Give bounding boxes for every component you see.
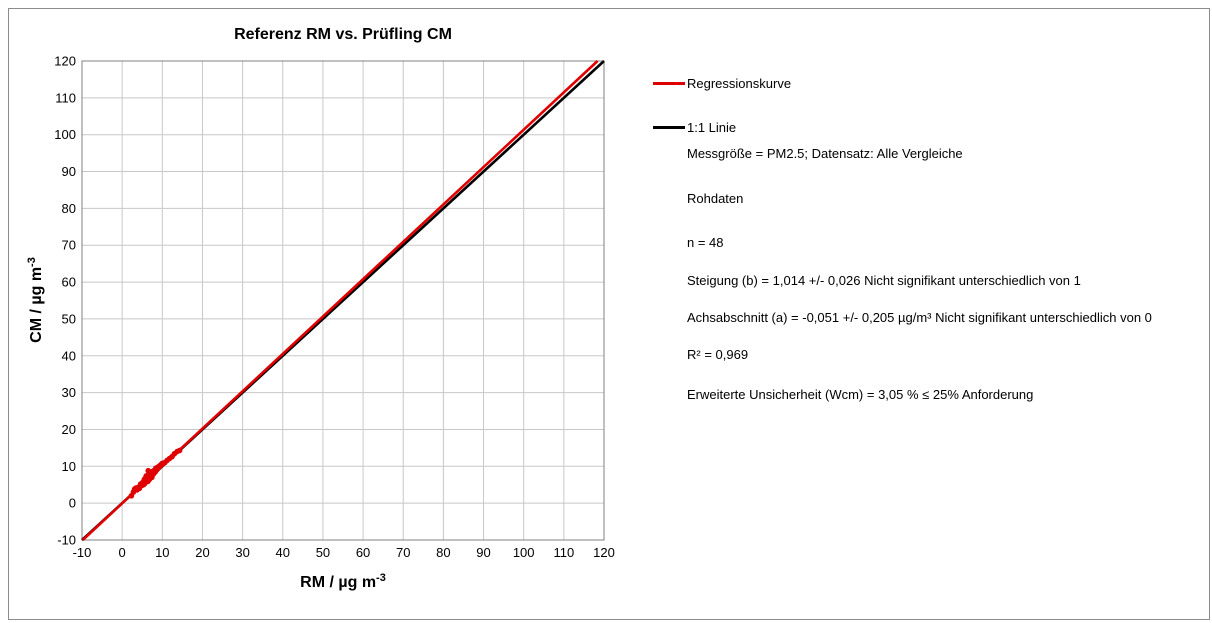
y-tick-label: 70 bbox=[62, 238, 76, 253]
tick-labels: -10 0 10 20 30 40 50 60 70 80 90 100 110 120 -10 0 10 20 3… bbox=[54, 54, 615, 561]
stats-intercept: Achsabschnitt (a) = -0,051 +/- 0,205 µg/… bbox=[687, 310, 1152, 325]
y-tick-label: 30 bbox=[62, 385, 76, 400]
data-points bbox=[128, 447, 183, 499]
legend-item-identity: 1:1 Linie bbox=[653, 116, 791, 138]
x-tick-label: 0 bbox=[119, 545, 126, 560]
y-tick-label: 40 bbox=[62, 348, 76, 363]
chart-title: Referenz RM vs. Prüfling CM bbox=[234, 26, 452, 43]
stats-data-type: Rohdaten bbox=[687, 191, 744, 206]
y-tick-label: 20 bbox=[62, 422, 76, 437]
x-tick-label: 90 bbox=[476, 545, 490, 560]
chart-plot: Referenz RM vs. Prüfling CM -10 0 10 20 30 40… bbox=[26, 26, 615, 591]
stats-slope: Steigung (b) = 1,014 +/- 0,026 Nicht sig… bbox=[687, 273, 1081, 288]
y-tick-label: 50 bbox=[62, 311, 76, 326]
x-tick-label: -10 bbox=[73, 545, 92, 560]
stats-r-squared: R² = 0,969 bbox=[687, 347, 749, 362]
y-tick-label: -10 bbox=[57, 533, 76, 548]
x-axis-label: RM / µg m-3 bbox=[300, 572, 386, 591]
legend: Regressionskurve 1:1 Linie bbox=[653, 72, 791, 160]
x-tick-label: 50 bbox=[316, 545, 330, 560]
x-tick-label: 110 bbox=[553, 545, 574, 560]
plot-area-border bbox=[81, 60, 605, 541]
x-tick-label: 20 bbox=[195, 545, 209, 560]
y-tick-label: 60 bbox=[62, 275, 76, 290]
y-tick-label: 80 bbox=[62, 201, 76, 216]
x-tick-label: 80 bbox=[436, 545, 450, 560]
x-tick-label: 60 bbox=[356, 545, 370, 560]
stats-count: n = 48 bbox=[687, 235, 724, 250]
legend-label-identity: 1:1 Linie bbox=[687, 119, 737, 135]
x-tick-label: 100 bbox=[513, 545, 535, 560]
chart-frame: Referenz RM vs. Prüfling CM -10 0 10 20 30 40… bbox=[8, 8, 1210, 620]
x-tick-label: 70 bbox=[396, 545, 410, 560]
x-tick-label: 30 bbox=[235, 545, 249, 560]
stats-measurand: Messgröße = PM2.5; Datensatz: Alle Vergl… bbox=[687, 146, 963, 161]
data-point bbox=[176, 447, 183, 454]
x-tick-label: 120 bbox=[593, 545, 615, 560]
x-tick-label: 10 bbox=[155, 545, 169, 560]
legend-item-regression: Regressionskurve bbox=[653, 72, 791, 94]
y-tick-label: 10 bbox=[62, 459, 76, 474]
stats-expanded-uncertainty: Erweiterte Unsicherheit (Wcm) = 3,05 % ≤… bbox=[687, 387, 1034, 402]
legend-swatch-identity bbox=[653, 125, 685, 129]
y-tick-label: 120 bbox=[54, 54, 76, 69]
y-tick-label: 100 bbox=[54, 127, 76, 142]
legend-label-regression: Regressionskurve bbox=[687, 75, 792, 91]
y-tick-label: 0 bbox=[69, 496, 76, 511]
x-tick-label: 40 bbox=[276, 545, 290, 560]
y-axis-label: CM / µg m-3 bbox=[26, 257, 45, 343]
y-tick-label: 110 bbox=[55, 90, 76, 105]
y-tick-label: 90 bbox=[62, 164, 76, 179]
legend-swatch-regression bbox=[653, 81, 685, 85]
